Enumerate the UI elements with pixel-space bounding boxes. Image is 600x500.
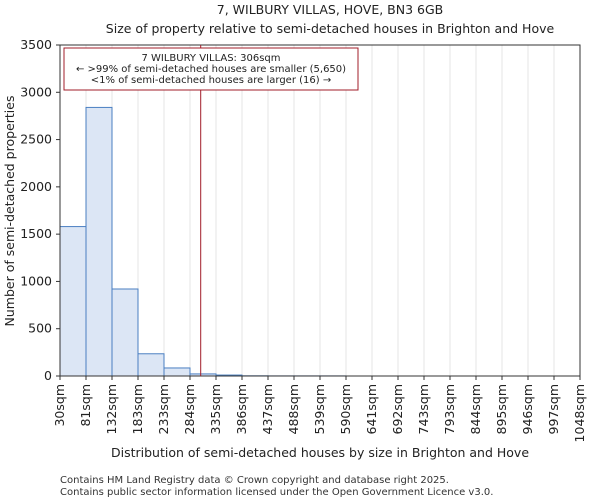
annotation-frame (63, 47, 359, 91)
y-tick-label: 1000 (20, 273, 52, 288)
x-tick-label: 895sqm (494, 384, 509, 434)
y-tick-label: 0 (44, 368, 52, 383)
x-tick-label: 793sqm (442, 384, 457, 434)
x-tick-label: 844sqm (468, 384, 483, 434)
y-tick-label: 2500 (20, 132, 52, 147)
x-tick-label: 81sqm (78, 384, 93, 427)
bar-132sqm (111, 288, 139, 377)
y-tick-label: 500 (28, 321, 52, 336)
bar-233sqm (163, 367, 191, 377)
x-tick-label: 1048sqm (572, 384, 587, 442)
annotation-line-3: <1% of semi-detached houses are larger (… (91, 75, 331, 86)
x-tick-label: 386sqm (234, 384, 249, 434)
x-tick-label: 284sqm (182, 384, 197, 434)
annotation-box: 7 WILBURY VILLAS: 306sqm ← >99% of semi-… (63, 47, 359, 91)
footer-line-1: Contains HM Land Registry data © Crown c… (60, 475, 449, 486)
y-axis-label: Number of semi-detached properties (2, 96, 17, 327)
x-tick-label: 692sqm (390, 384, 405, 434)
x-axis-label: Distribution of semi-detached houses by … (111, 445, 529, 460)
y-tick-label: 2000 (20, 179, 52, 194)
bars-layer (59, 106, 347, 377)
x-tick-label: 437sqm (260, 384, 275, 434)
x-tick-label: 335sqm (208, 384, 223, 434)
footer-line-2: Contains public sector information licen… (60, 487, 493, 498)
bar-30sqm (59, 226, 87, 377)
chart-subtitle: Size of property relative to semi-detach… (106, 21, 555, 36)
x-tick-label: 233sqm (156, 384, 171, 434)
x-tick-label: 183sqm (130, 384, 145, 434)
x-tick-label: 488sqm (286, 384, 301, 434)
x-tick-label: 132sqm (104, 384, 119, 434)
annotation-line-2: ← >99% of semi-detached houses are small… (76, 64, 346, 75)
x-ticks: 30sqm 81sqm 132sqm 183sqm 233sqm 284sqm 335sqm… (52, 376, 587, 442)
chart-title: 7, WILBURY VILLAS, HOVE, BN3 6GB (217, 2, 444, 17)
x-tick-label: 590sqm (338, 384, 353, 434)
x-tick-label: 946sqm (520, 384, 535, 434)
y-tick-label: 3500 (20, 37, 52, 52)
annotation-line-1: 7 WILBURY VILLAS: 306sqm (141, 53, 280, 64)
x-tick-label: 30sqm (52, 384, 67, 427)
x-tick-label: 641sqm (364, 384, 379, 434)
x-tick-label: 539sqm (312, 384, 327, 434)
y-tick-label: 3000 (20, 84, 52, 99)
bar-81sqm (85, 106, 113, 377)
grid-layer (85, 45, 555, 376)
y-ticks: 0 500 1000 1500 2000 2500 3000 3500 (20, 37, 60, 383)
x-tick-label: 997sqm (546, 384, 561, 434)
y-tick-label: 1500 (20, 226, 52, 241)
bar-183sqm (137, 353, 165, 377)
x-tick-label: 743sqm (416, 384, 431, 434)
